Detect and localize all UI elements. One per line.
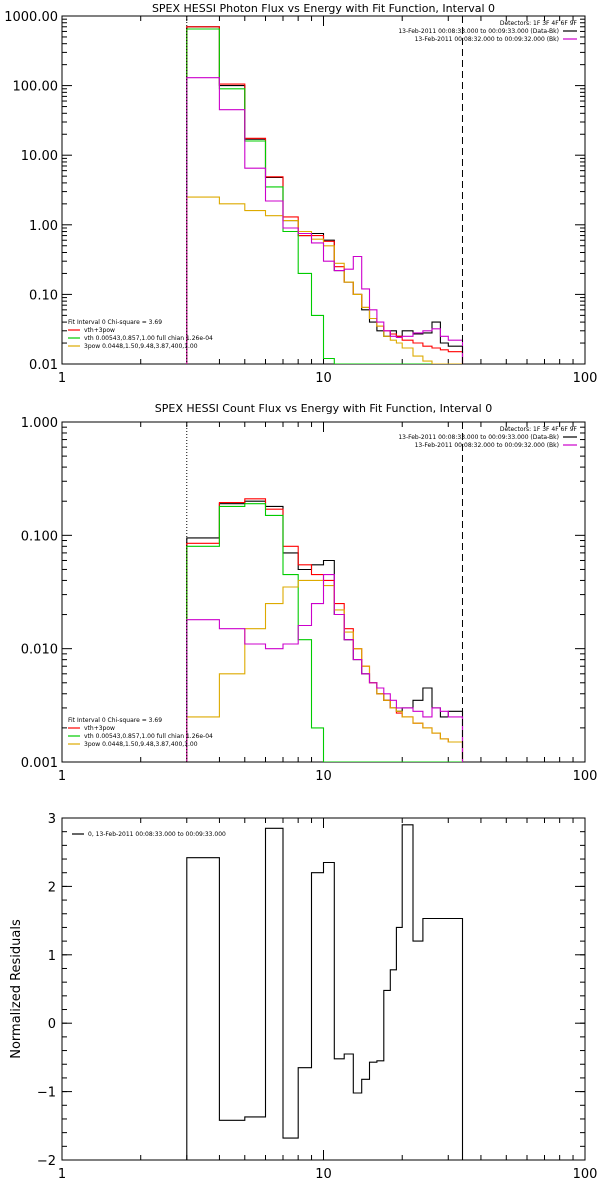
legend-entry-label: 13-Feb-2011 00:08:32.000 to 00:09:32.000… <box>415 442 559 449</box>
series-line-bk <box>186 574 464 762</box>
y-tick-label: 0.10 <box>29 288 58 303</box>
x-tick-label: 1 <box>58 1167 66 1182</box>
legend-detectors: Detectors: 1F 3F 4F 6F 9F <box>500 426 578 433</box>
y-tick-label: 0.010 <box>21 643 58 658</box>
x-tick-label: 1 <box>58 769 66 784</box>
x-axis: 1 10 100 <box>58 16 598 386</box>
series-line-data-bk <box>186 26 464 364</box>
series-line-0-13-feb-2011-00-08-33-0 <box>186 824 464 1160</box>
legend-entry-label: 0, 13-Feb-2011 00:08:33.000 to 00:09:33.… <box>88 831 226 838</box>
series-line-bk <box>186 77 464 364</box>
y-axis-label: Normalized Residuals <box>9 919 24 1059</box>
y-tick-label: −2 <box>37 1154 56 1169</box>
y-tick-label: 100.00 <box>13 80 59 95</box>
chart-title: SPEX HESSI Count Flux vs Energy with Fit… <box>155 402 492 415</box>
y-tick-label: 2 <box>48 880 56 895</box>
x-axis: 1 10 100 <box>58 818 598 1182</box>
photon-flux-panel: SPEX HESSI Photon Flux vs Energy with Fi… <box>4 2 597 386</box>
legend-bottom-left: Fit Interval 0 Chi-square = 3.69vth+3pow… <box>68 717 213 748</box>
y-axis: −2 −1 0 1 2 3 <box>37 812 585 1169</box>
y-axis: 0.01 0.10 1.00 10.00 100.00 1000.00 <box>4 10 585 373</box>
legend: 0, 13-Feb-2011 00:08:33.000 to 00:09:33.… <box>72 831 226 838</box>
legend-entry-label: vth 0.00543,0.857,1.00 full chian 1.26e-… <box>84 733 213 740</box>
series-line-vth <box>186 503 463 762</box>
count-flux-panel: SPEX HESSI Count Flux vs Energy with Fit… <box>21 402 598 784</box>
x-tick-label: 1 <box>58 371 66 386</box>
y-tick-label: 0 <box>48 1017 56 1032</box>
y-tick-label: 1 <box>48 949 56 964</box>
legend-entry-label: 3pow 0.0448,1.50,9.48,3.87,400,1.00 <box>84 741 198 748</box>
y-tick-label: 10.00 <box>21 149 58 164</box>
legend-entry-label: 3pow 0.0448,1.50,9.48,3.87,400,1.00 <box>84 343 198 350</box>
series-line-vth-3pow <box>186 26 464 364</box>
x-axis: 1 10 100 <box>58 422 598 784</box>
y-tick-label: 3 <box>48 812 56 827</box>
legend-entry-label: 13-Feb-2011 00:08:32.000 to 00:09:32.000… <box>415 36 559 43</box>
legend-fit-header: Fit Interval 0 Chi-square = 3.69 <box>68 717 162 724</box>
y-tick-label: 1.000 <box>21 416 58 431</box>
y-tick-label: 0.001 <box>21 756 58 771</box>
residuals-panel: 1 10 100 −2 −1 0 1 2 3 Normalized Residuals 0, 13-… <box>9 812 597 1182</box>
y-tick-label: 0.100 <box>21 529 58 544</box>
series-line-3pow <box>186 579 464 762</box>
x-tick-label: 100 <box>573 371 598 386</box>
series-group <box>186 498 464 762</box>
series-group <box>186 824 464 1160</box>
series-line-vth-3pow <box>186 498 464 762</box>
x-tick-label: 10 <box>315 1167 332 1182</box>
x-tick-label: 10 <box>315 769 332 784</box>
legend-entry-label: vth+3pow <box>84 725 115 732</box>
legend-entry-label: 13-Feb-2011 00:08:33.000 to 00:09:33.000… <box>398 28 559 35</box>
x-tick-label: 10 <box>315 371 332 386</box>
y-tick-label: 1000.00 <box>4 10 58 25</box>
legend-entry-label: vth+3pow <box>84 327 115 334</box>
series-group <box>186 26 464 364</box>
legend-detectors: Detectors: 1F 3F 4F 6F 9F <box>500 20 578 27</box>
y-tick-label: 1.00 <box>29 219 58 234</box>
series-line-3pow <box>186 196 463 364</box>
legend-entry-label: vth 0.00543,0.857,1.00 full chian 1.26e-… <box>84 335 213 342</box>
x-tick-label: 100 <box>573 769 598 784</box>
legend-entry-label: 13-Feb-2011 00:08:33.000 to 00:09:33.000… <box>398 434 559 441</box>
y-tick-label: 0.01 <box>29 358 58 373</box>
chart-title: SPEX HESSI Photon Flux vs Energy with Fi… <box>152 2 495 15</box>
plot-frame <box>61 15 586 365</box>
x-tick-label: 100 <box>573 1167 598 1182</box>
y-tick-label: −1 <box>37 1086 56 1101</box>
series-line-vth <box>186 28 463 364</box>
legend-fit-header: Fit Interval 0 Chi-square = 3.69 <box>68 319 162 326</box>
y-axis: 0.001 0.010 0.100 1.000 <box>21 416 585 771</box>
legend-bottom-left: Fit Interval 0 Chi-square = 3.69vth+3pow… <box>68 319 213 350</box>
